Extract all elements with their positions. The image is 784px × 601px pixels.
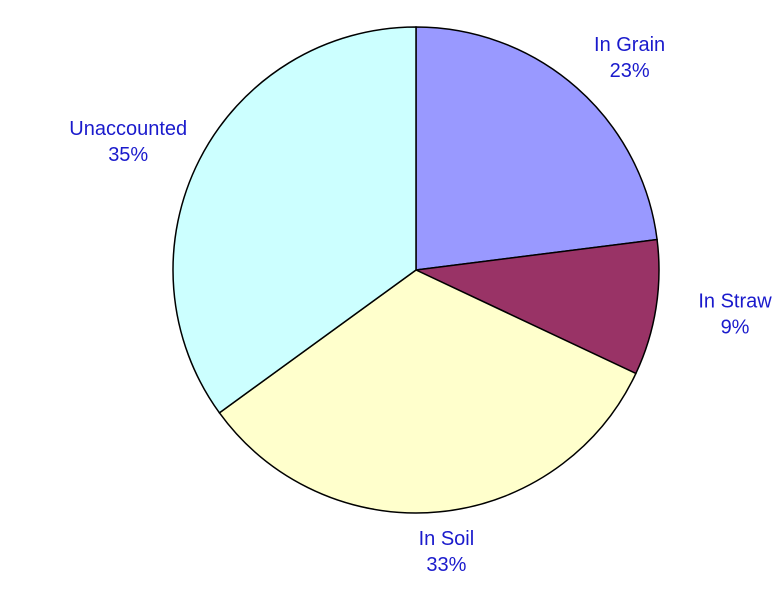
slice-value-label: 35% bbox=[108, 144, 148, 166]
slice-label: In Soil bbox=[419, 528, 475, 550]
slice-value-label: 33% bbox=[426, 554, 466, 576]
slice-label: In Grain bbox=[594, 34, 665, 56]
pie-slice bbox=[415, 26, 658, 271]
slice-label: Unaccounted bbox=[69, 118, 187, 140]
slice-label: In Straw bbox=[698, 291, 772, 313]
pie-slice bbox=[218, 269, 637, 514]
slice-value-label: 23% bbox=[610, 60, 650, 82]
pie-slice bbox=[413, 238, 660, 375]
slice-value-label: 9% bbox=[721, 317, 750, 339]
pie-slice bbox=[172, 26, 417, 414]
